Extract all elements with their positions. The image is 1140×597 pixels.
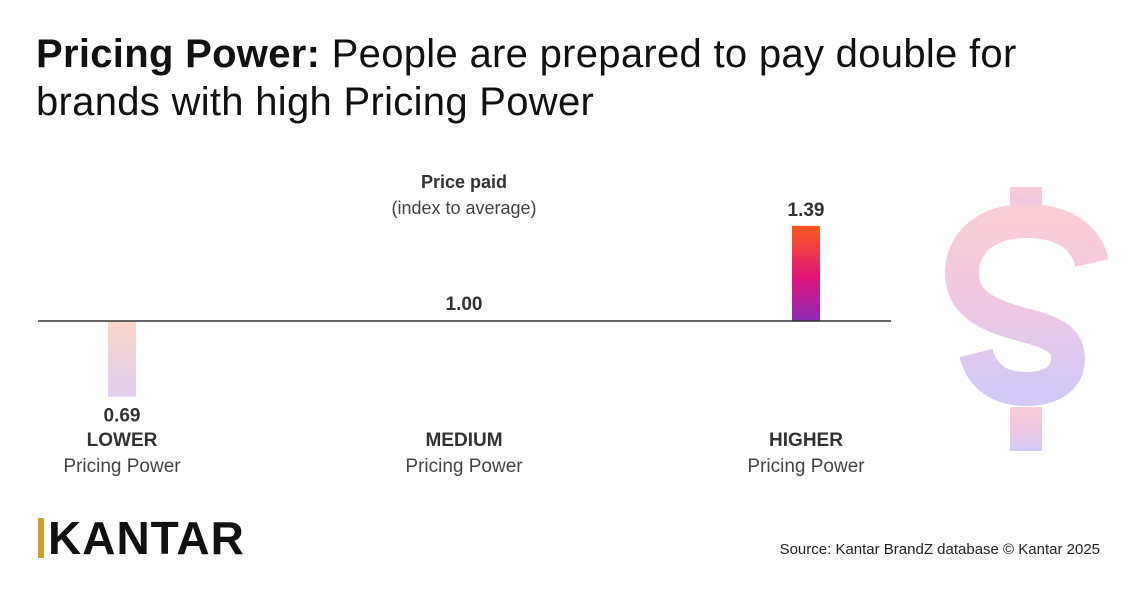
dollar-sign-icon [944,187,1109,451]
bar-lower [108,321,136,397]
kantar-logo: KANTAR [38,512,245,564]
category-higher: HIGHER Pricing Power [686,430,926,478]
logo-mark [38,518,44,558]
category-higher-sub: Pricing Power [747,456,865,477]
axis-title-main: Price paid [420,172,508,192]
chart-title: Pricing Power: People are prepared to pa… [36,30,1076,126]
bar-chart: 0.69 1.00 1.39 [38,200,891,427]
value-label-higher: 1.39 [788,200,825,221]
chart-title-rest: People are prepared to pay double for br… [36,32,1017,124]
category-higher-level: HIGHER [769,430,843,451]
bar-higher [792,225,820,321]
value-label-lower: 0.69 [104,406,141,427]
logo-text: KANTAR [48,512,245,564]
category-lower: LOWER Pricing Power [2,430,242,478]
category-medium: MEDIUM Pricing Power [344,430,584,478]
value-label-medium: 1.00 [446,294,483,315]
chart-title-bold: Pricing Power: [36,32,321,76]
category-lower-sub: Pricing Power [63,456,181,477]
category-lower-level: LOWER [86,430,158,451]
axis-title-sub: (index to average) [391,198,537,218]
category-medium-level: MEDIUM [425,430,503,451]
category-medium-sub: Pricing Power [405,456,523,477]
source-note: Source: Kantar BrandZ database © Kantar … [779,541,1100,558]
